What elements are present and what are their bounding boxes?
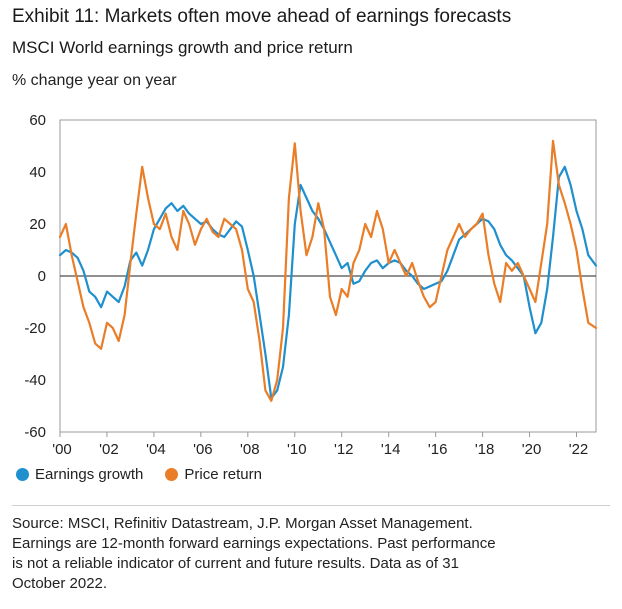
- source-line: is not a reliable indicator of current a…: [12, 555, 459, 572]
- x-tick-label: '02: [99, 441, 119, 458]
- chart-subtitle: MSCI World earnings growth and price ret…: [12, 38, 353, 57]
- x-tick-label: '14: [381, 441, 401, 458]
- divider: [12, 505, 610, 506]
- line-chart: 60 40 20 0 -20 -40 -60 '00 '02 '04 '06 '08 '10 '12 '14…: [24, 112, 598, 458]
- legend: Earnings growth Price return: [16, 466, 284, 483]
- x-tick-label: '16: [428, 441, 448, 458]
- x-tick-label: '06: [193, 441, 213, 458]
- x-tick-label: '18: [475, 441, 495, 458]
- source-line: Source: MSCI, Refinitiv Datastream, J.P.…: [12, 515, 473, 532]
- price-return-swatch: [165, 468, 179, 481]
- source-line: Earnings are 12-month forward earnings e…: [12, 535, 496, 552]
- y-tick-label: -20: [24, 320, 46, 337]
- x-tick-label: '20: [522, 441, 542, 458]
- y-tick-label: 0: [38, 268, 46, 285]
- y-tick-label: 60: [29, 112, 46, 129]
- y-tick-label: 40: [29, 164, 46, 181]
- x-tick-label: '10: [287, 441, 307, 458]
- y-axis-label: % change year on year: [12, 72, 177, 89]
- legend-item-earnings-growth: Earnings growth: [16, 466, 143, 483]
- chart-title: Exhibit 11: Markets often move ahead of …: [12, 6, 512, 27]
- legend-label-earnings-growth: Earnings growth: [35, 466, 144, 483]
- x-tick-label: '00: [52, 441, 72, 458]
- x-tick-label: '04: [146, 441, 166, 458]
- x-tick-label: '08: [240, 441, 260, 458]
- source-line: October 2022.: [12, 575, 108, 592]
- x-tick-label: '22: [569, 441, 589, 458]
- earnings-growth-swatch: [16, 468, 29, 481]
- source-note: Source: MSCI, Refinitiv Datastream, J.P.…: [12, 514, 604, 594]
- y-tick-label: -40: [24, 372, 46, 389]
- y-tick-label: -60: [24, 424, 46, 441]
- earnings-growth-line: [58, 165, 598, 400]
- legend-label-price-return: Price return: [184, 466, 262, 483]
- price-return-line: [58, 139, 598, 402]
- legend-item-price-return: Price return: [165, 466, 262, 483]
- x-tick-label: '12: [334, 441, 354, 458]
- y-tick-label: 20: [29, 216, 46, 233]
